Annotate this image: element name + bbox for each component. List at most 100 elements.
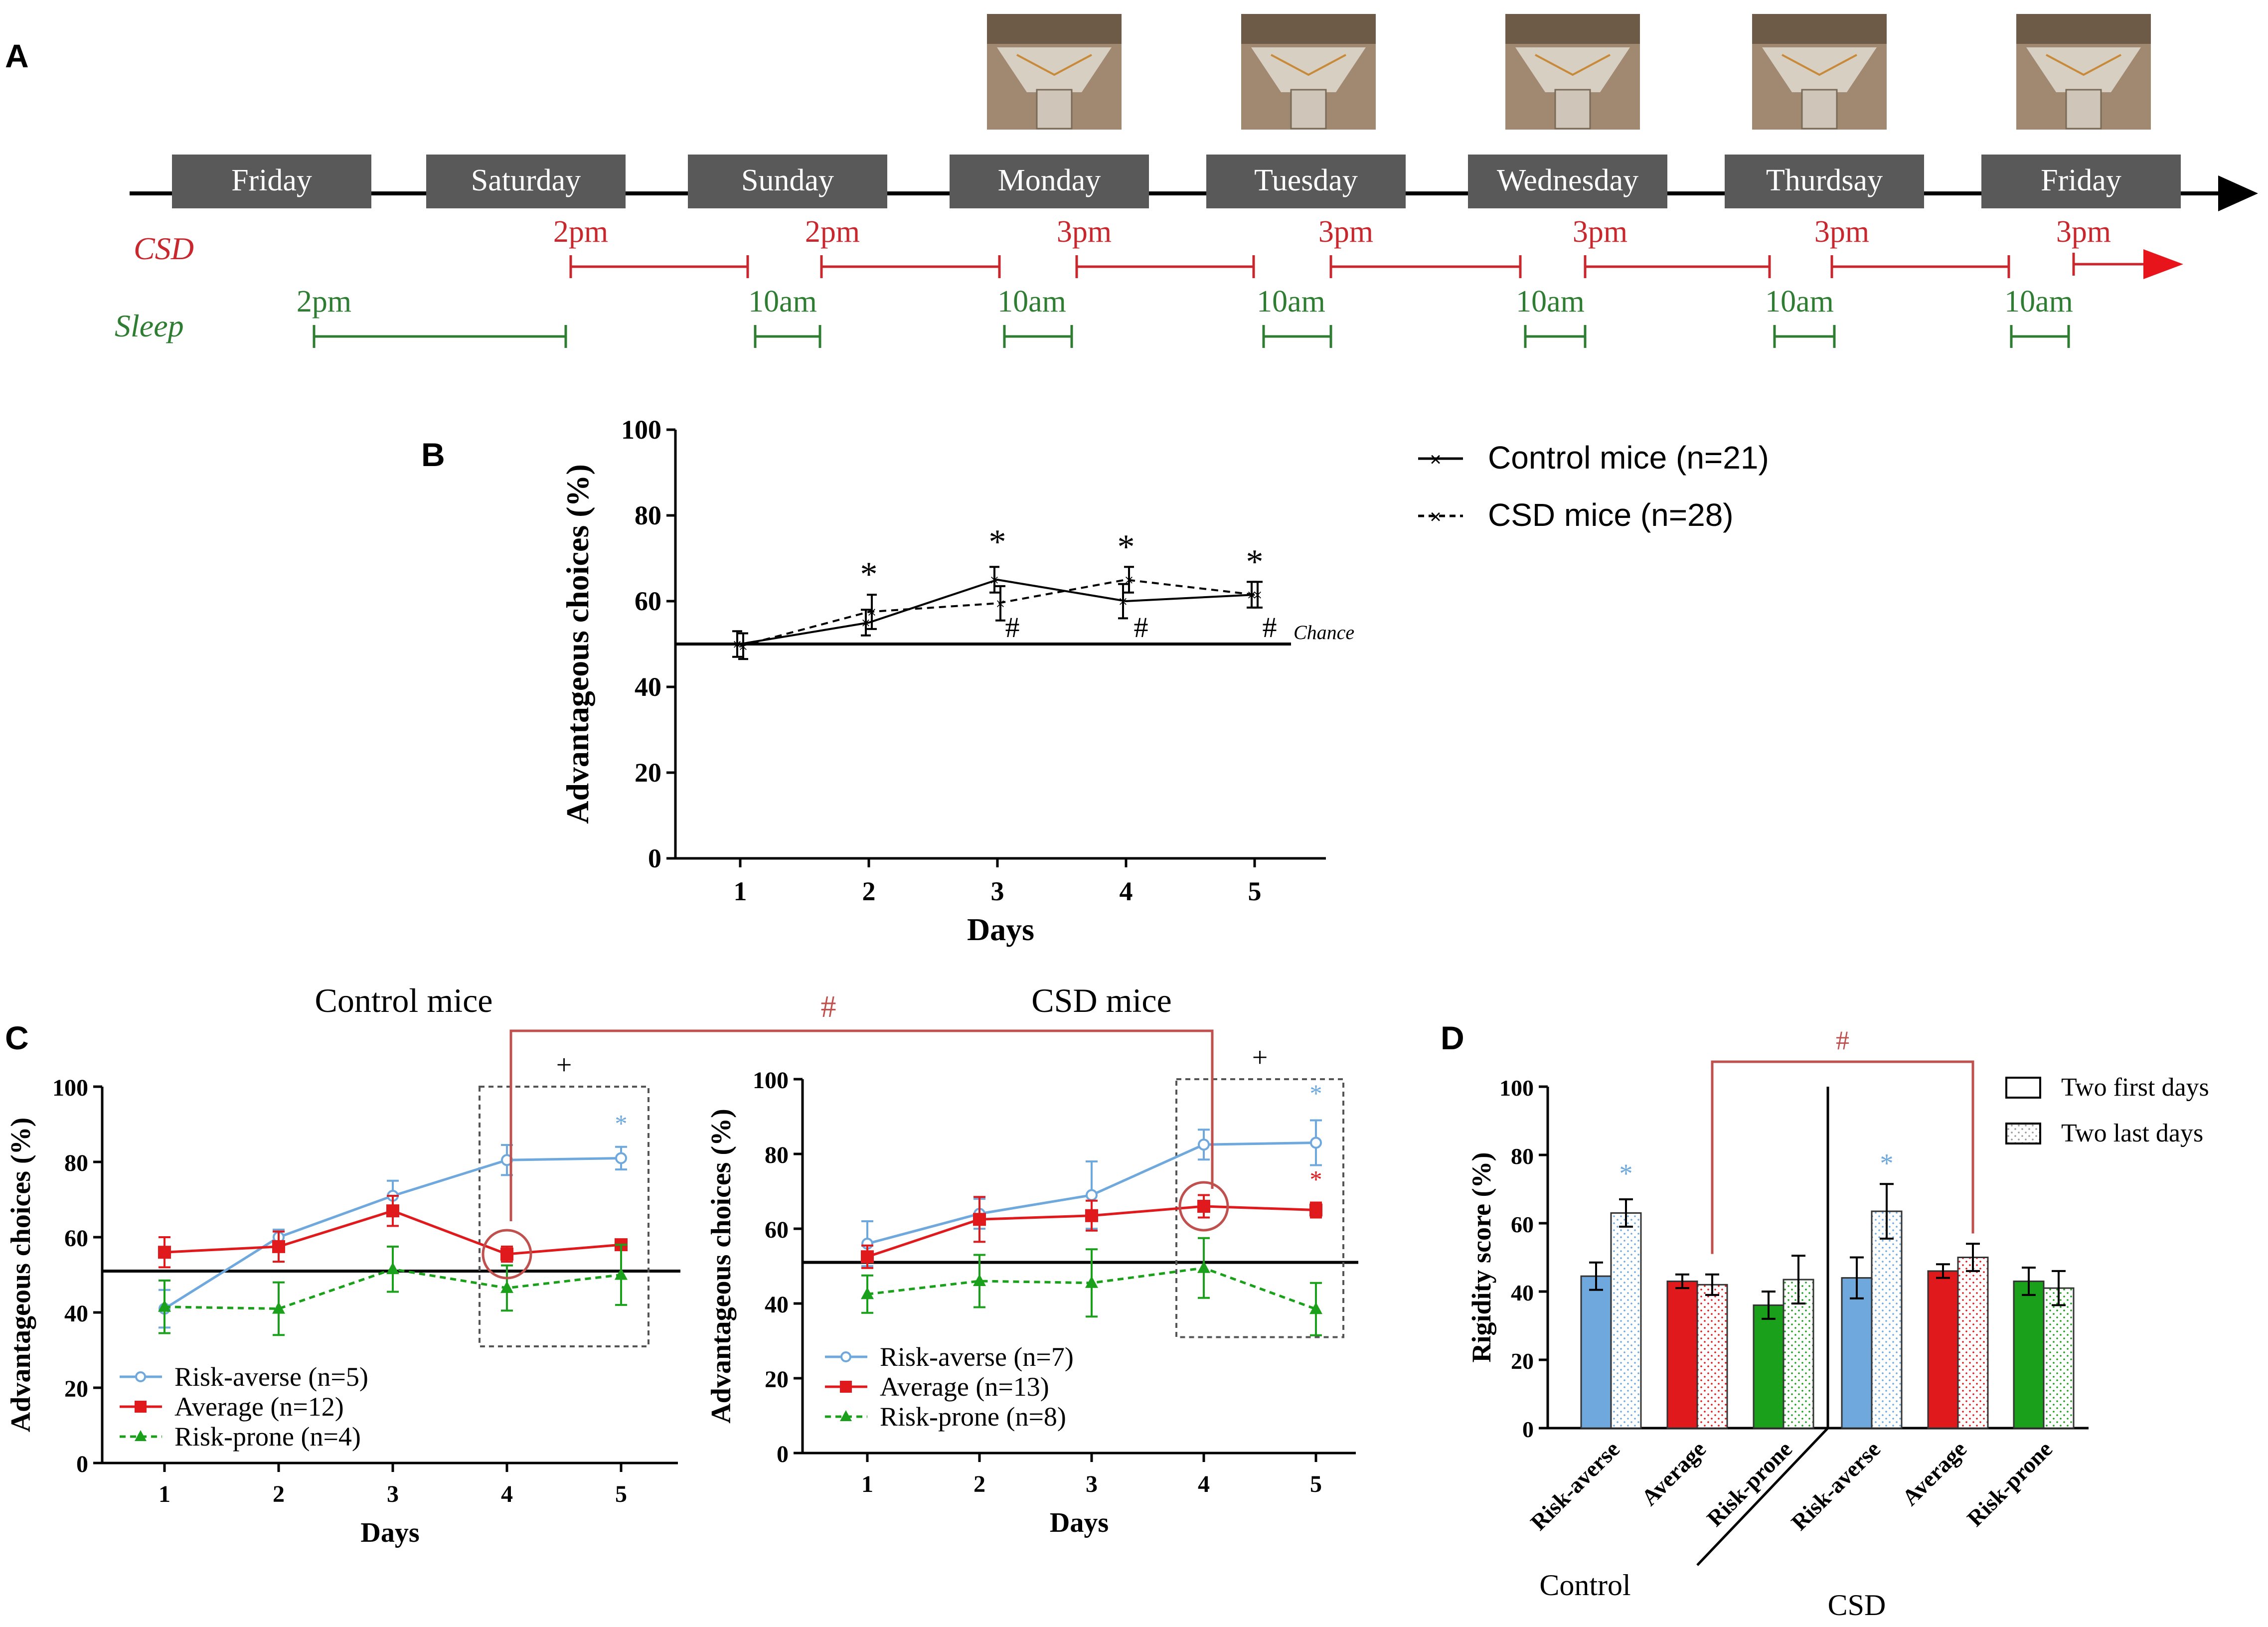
significance-hash: # — [1263, 611, 1277, 644]
panel-label-a: A — [5, 37, 29, 74]
y-tick-label: 40 — [765, 1292, 789, 1318]
average-point — [973, 1213, 986, 1226]
y-tick-label: 100 — [621, 415, 661, 445]
comparison-bracket — [1711, 1060, 1974, 1254]
average-point — [1085, 1209, 1098, 1222]
x-axis-label: Days — [967, 912, 1034, 947]
y-tick-label: 80 — [64, 1150, 88, 1176]
maze-photo-icon — [2016, 14, 2151, 130]
x-tick-label: 1 — [861, 1471, 873, 1497]
d-control-group-label: Control — [1539, 1569, 1630, 1602]
risk-prone-point — [1197, 1261, 1210, 1273]
panel-d-legend: Two first days Two last days — [2005, 1073, 2209, 1147]
y-tick-label: 80 — [635, 500, 661, 530]
c-comparison-hash: # — [821, 990, 836, 1024]
photo-box — [1554, 89, 1591, 130]
legend-label: Risk-averse (n=5) — [174, 1362, 368, 1392]
risk-prone-point — [1085, 1276, 1098, 1288]
y-tick-label: 60 — [1511, 1212, 1534, 1237]
sleep-start-label: 10am — [1257, 285, 1325, 319]
maze-photo-icon — [987, 14, 1122, 130]
bar-last-days — [1696, 1284, 1728, 1429]
sleep-start-label: 10am — [748, 285, 817, 319]
photo-box — [1036, 89, 1073, 130]
sleep-row-label: Sleep — [115, 308, 184, 343]
y-tick-label: 20 — [635, 758, 661, 788]
legend-csd-label: CSD mice (n=28) — [1488, 497, 1734, 533]
chance-label: Chance — [1294, 621, 1354, 644]
legend-marker — [840, 1351, 851, 1362]
bar-last-days — [2043, 1287, 2075, 1429]
sleep-start-label: 2pm — [297, 285, 351, 319]
x-tick-label: 4 — [1120, 876, 1133, 906]
data-point-marker: × — [867, 604, 876, 622]
bar-first-days — [1666, 1280, 1698, 1429]
significance-star: * — [615, 1110, 628, 1138]
photo-top — [1505, 14, 1640, 44]
photo-arms — [1016, 54, 1092, 76]
legend-marker — [135, 1401, 147, 1413]
y-tick-label: 80 — [765, 1142, 789, 1168]
data-point-marker: × — [732, 636, 742, 654]
x-tick-label: 5 — [615, 1481, 627, 1507]
comparison-hash: # — [1836, 1025, 1849, 1055]
sleep-start-label: 10am — [2004, 285, 2073, 319]
average-point — [158, 1246, 171, 1259]
x-tick-label: 5 — [1310, 1471, 1322, 1497]
significance-hash: # — [1134, 611, 1148, 644]
average-point — [500, 1247, 513, 1261]
x-tick-label: 5 — [1248, 876, 1262, 906]
c-control-title: Control mice — [315, 981, 493, 1019]
csd-start-label: 2pm — [805, 215, 860, 249]
group-divider-diagonal — [1696, 1427, 1829, 1566]
plus-mark: + — [1252, 1042, 1268, 1073]
day-box — [688, 155, 887, 208]
photo-box — [1801, 89, 1838, 130]
average-point — [1197, 1200, 1210, 1213]
bar-last-days — [1871, 1210, 1903, 1429]
day-box — [1981, 155, 2181, 208]
y-tick-label: 100 — [1499, 1075, 1534, 1101]
legend-first-days-label: Two first days — [2061, 1073, 2209, 1102]
day-box-label: Friday — [2041, 163, 2121, 197]
sleep-start-label: 10am — [1765, 285, 1834, 319]
legend-marker — [135, 1430, 147, 1441]
timeline-arrow-icon — [2218, 175, 2258, 211]
y-tick-label: 20 — [1511, 1348, 1534, 1374]
photo-arms — [2046, 54, 2121, 76]
photo-arms — [1535, 54, 1611, 76]
bar-first-days — [2013, 1280, 2045, 1429]
legend-label: Average (n=12) — [174, 1392, 344, 1422]
risk-averse-point — [1310, 1137, 1322, 1149]
bar-last-days — [1610, 1212, 1642, 1429]
legend-last-days-swatch — [2005, 1123, 2041, 1144]
significance-star: * — [1620, 1158, 1633, 1188]
category-label: Risk-averse — [1786, 1436, 1885, 1535]
risk-prone-point — [861, 1287, 874, 1300]
x-axis-label: Days — [1050, 1507, 1109, 1538]
y-axis-label: Advantageous choices (%) — [5, 1118, 36, 1433]
significance-star: * — [1246, 543, 1264, 581]
legend-control-marker: × — [1430, 449, 1441, 471]
sleep-start-label: 10am — [1516, 285, 1585, 319]
significance-star: * — [1310, 1165, 1322, 1193]
day-box — [1468, 155, 1667, 208]
bar-first-days — [1580, 1275, 1612, 1429]
x-tick-label: 3 — [991, 876, 1004, 906]
risk-prone-point — [158, 1300, 171, 1312]
significance-star: * — [1118, 528, 1135, 566]
legend-label: Risk-averse (n=7) — [880, 1342, 1074, 1372]
data-point-marker: × — [861, 614, 870, 633]
significance-hash: # — [1005, 611, 1020, 644]
x-tick-label: 2 — [273, 1481, 285, 1507]
y-tick-label: 0 — [1522, 1417, 1534, 1442]
y-tick-label: 100 — [52, 1075, 88, 1101]
day-box-label: Wednesday — [1497, 163, 1638, 197]
y-tick-label: 20 — [64, 1376, 88, 1402]
legend-label: Risk-prone (n=8) — [880, 1402, 1066, 1432]
bar-first-days — [1927, 1270, 1959, 1429]
risk-prone-point — [386, 1262, 399, 1275]
highlight-circle — [1178, 1181, 1229, 1232]
csd-start-label: 3pm — [1057, 215, 1112, 249]
